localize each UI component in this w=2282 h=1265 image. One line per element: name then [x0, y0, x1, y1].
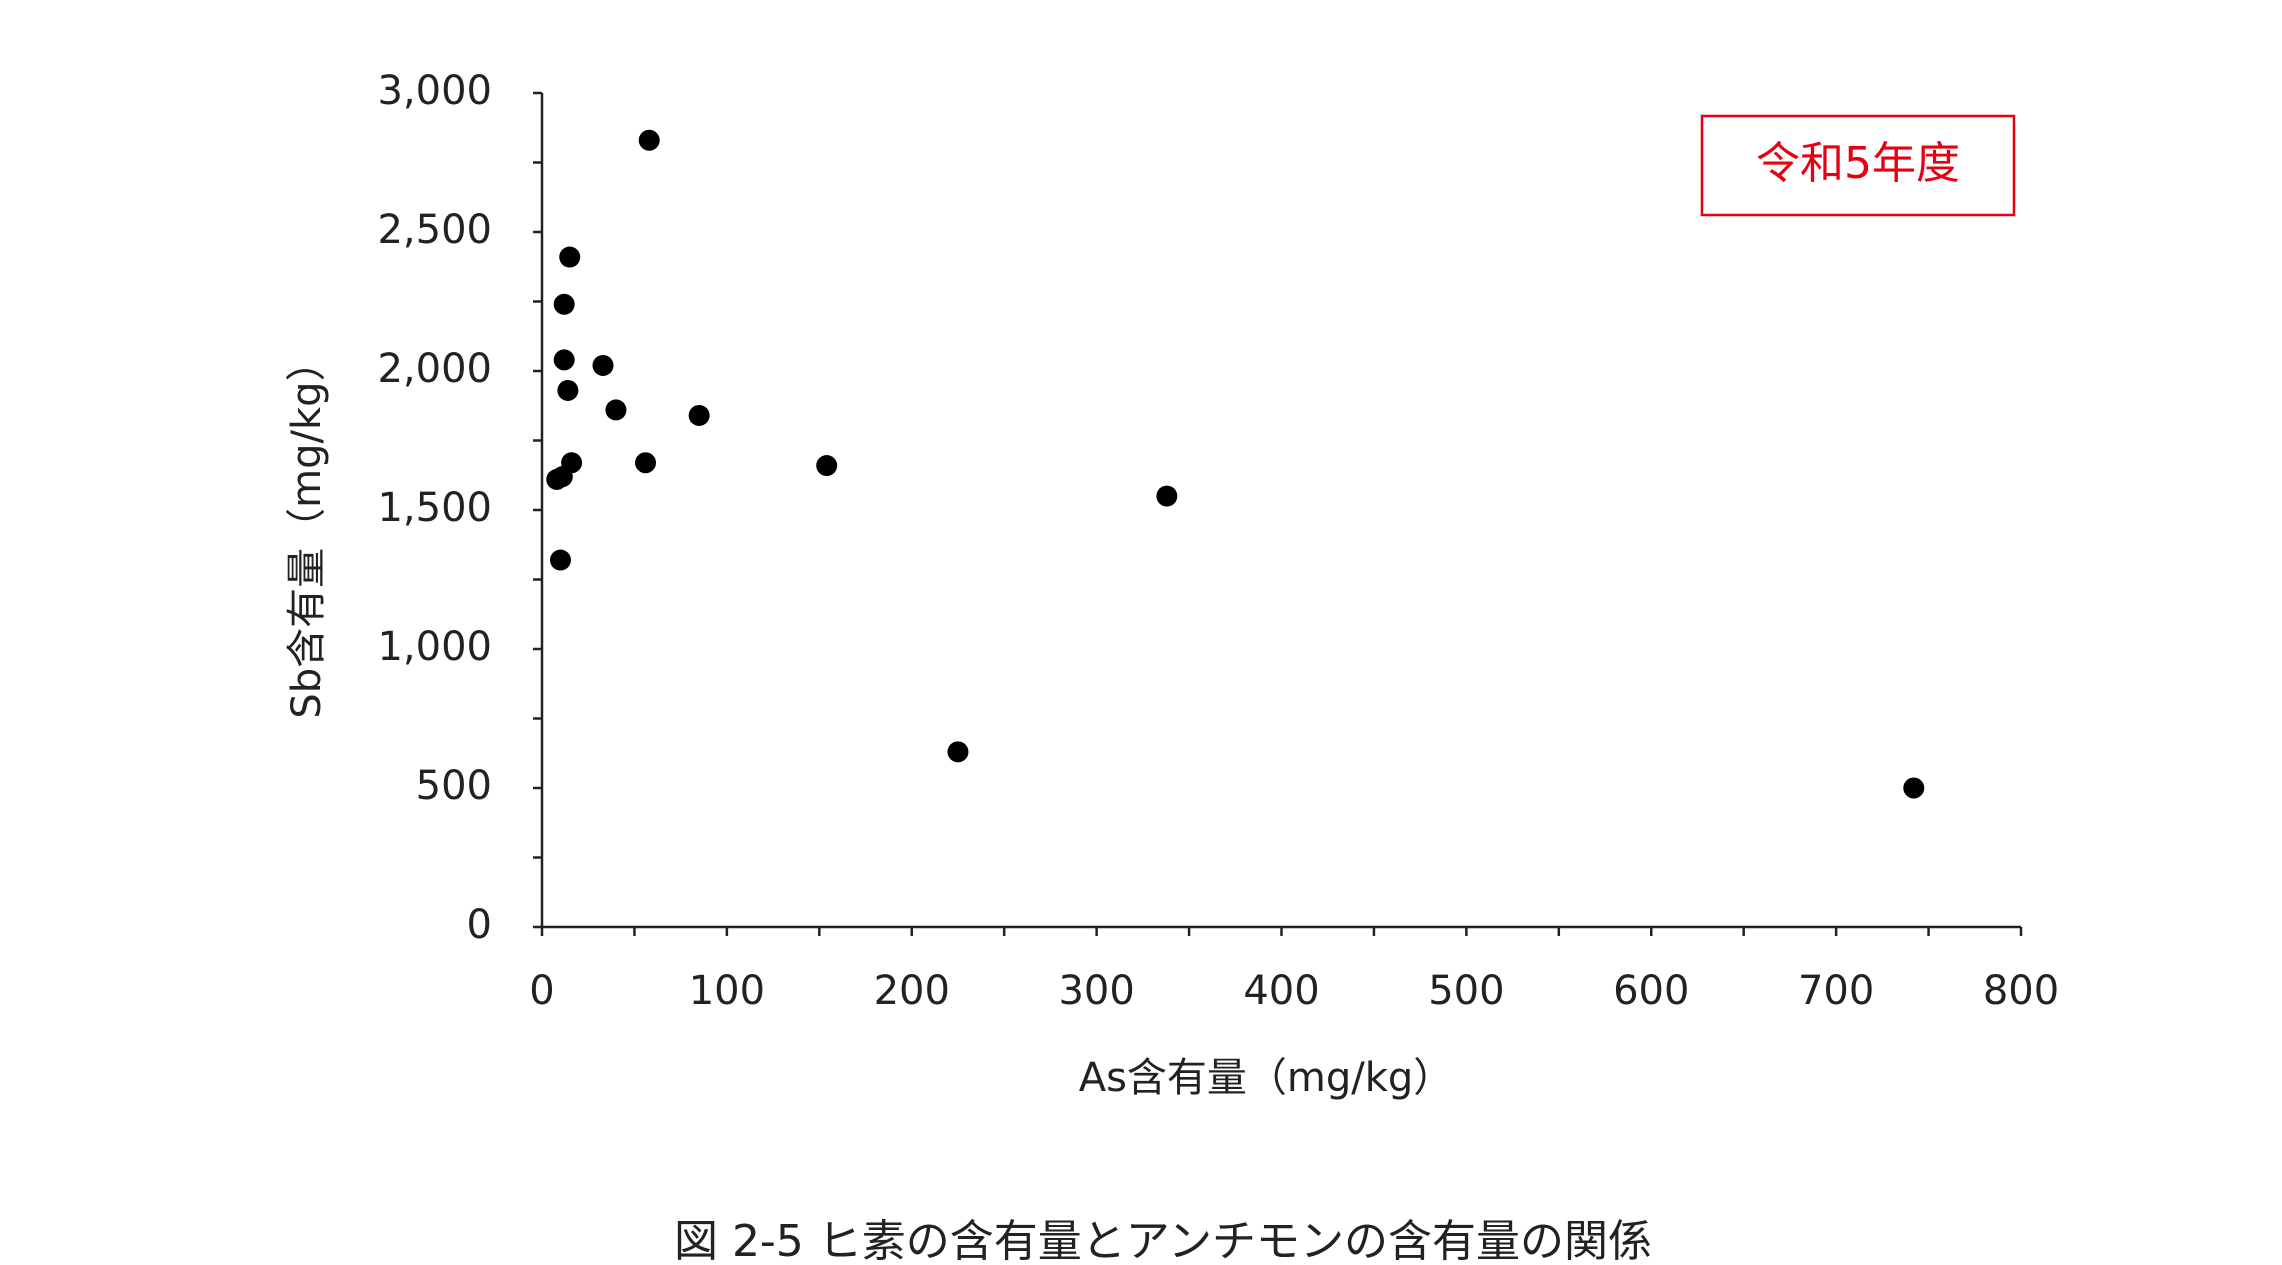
x-tick-label: 700 [1798, 968, 1874, 1014]
x-tick-label: 200 [874, 968, 950, 1014]
x-tick-label: 100 [689, 968, 765, 1014]
x-tick-label: 0 [529, 968, 554, 1014]
y-tick-label: 1,500 [377, 485, 492, 531]
point [635, 452, 657, 474]
y-axis-label: Sb含有量（mg/kg） [284, 341, 330, 718]
point [553, 293, 575, 315]
x-tick-label: 500 [1428, 968, 1504, 1014]
point [559, 246, 581, 268]
x-tick-label: 400 [1243, 968, 1319, 1014]
x-tick-label: 600 [1613, 968, 1689, 1014]
point [688, 404, 710, 426]
x-tick-label: 800 [1983, 968, 2059, 1014]
x-axis-label: As含有量（mg/kg） [1079, 1055, 1454, 1101]
point [546, 468, 568, 490]
y-tick-label: 0 [467, 902, 492, 948]
point [549, 549, 571, 571]
point [947, 741, 969, 763]
point [592, 354, 614, 376]
y-tick-label: 1,000 [377, 624, 492, 670]
point [638, 129, 660, 151]
y-tick-label: 3,000 [377, 68, 492, 114]
point [605, 399, 627, 421]
point [816, 455, 838, 477]
point [557, 379, 579, 401]
point [553, 349, 575, 371]
annotation-box [1700, 114, 2016, 217]
y-tick-label: 500 [416, 763, 492, 809]
point [1903, 777, 1925, 799]
point [1156, 485, 1178, 507]
y-tick-label: 2,500 [377, 207, 492, 253]
y-tick-label: 2,000 [377, 346, 492, 392]
x-tick-label: 300 [1058, 968, 1134, 1014]
caption: 図 2-5 ヒ素の含有量とアンチモンの含有量の関係 [674, 1216, 1652, 1265]
annotation: 令和5年度 [1756, 138, 1960, 189]
